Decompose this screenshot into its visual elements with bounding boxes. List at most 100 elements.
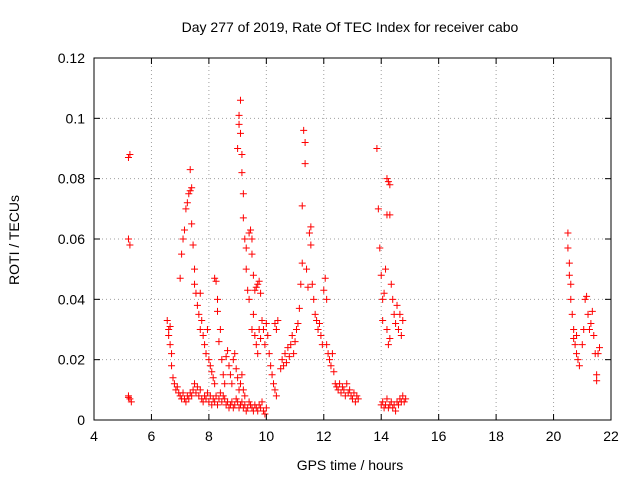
data-point xyxy=(386,181,394,189)
data-point xyxy=(241,392,249,400)
data-point xyxy=(295,304,303,312)
data-point xyxy=(198,316,206,324)
data-point xyxy=(343,380,351,388)
data-point xyxy=(386,335,394,343)
data-point xyxy=(255,401,263,409)
data-point xyxy=(238,398,246,406)
data-point xyxy=(400,398,408,406)
data-point xyxy=(215,338,223,346)
data-point xyxy=(320,286,328,294)
data-point xyxy=(394,401,402,409)
data-point xyxy=(176,274,184,282)
data-point xyxy=(196,289,204,297)
data-point xyxy=(585,326,593,333)
data-point xyxy=(173,383,181,391)
data-point xyxy=(185,190,193,198)
data-point xyxy=(384,178,392,186)
data-point xyxy=(571,341,579,349)
data-point xyxy=(394,326,402,333)
data-point xyxy=(236,129,244,137)
data-point xyxy=(241,235,249,243)
data-point xyxy=(581,295,589,303)
data-point xyxy=(278,356,286,364)
data-point xyxy=(209,374,217,382)
x-tick-label: 20 xyxy=(546,428,562,444)
data-point xyxy=(397,332,405,340)
data-point xyxy=(126,241,134,249)
data-point xyxy=(387,280,395,288)
data-point xyxy=(280,362,288,370)
data-point xyxy=(259,407,267,415)
data-point xyxy=(192,389,200,397)
data-point xyxy=(205,356,213,364)
data-point xyxy=(239,214,247,222)
data-point xyxy=(191,380,199,388)
data-point xyxy=(300,126,308,134)
data-point xyxy=(346,386,354,394)
data-point xyxy=(257,289,265,297)
data-point xyxy=(305,229,313,237)
data-point xyxy=(288,332,296,340)
y-tick-label: 0.1 xyxy=(66,110,86,126)
data-point xyxy=(377,271,385,279)
data-point xyxy=(235,120,243,128)
data-point xyxy=(303,265,311,273)
data-point xyxy=(336,380,344,388)
data-point xyxy=(178,250,186,258)
data-point xyxy=(564,229,572,237)
data-point xyxy=(258,398,266,406)
data-point xyxy=(382,265,390,273)
data-point xyxy=(596,344,604,352)
data-point xyxy=(380,289,388,297)
data-point xyxy=(228,380,236,388)
data-point xyxy=(199,332,207,340)
data-point xyxy=(176,392,184,400)
data-point xyxy=(252,341,260,349)
data-point xyxy=(261,341,269,349)
data-point xyxy=(326,356,334,364)
data-point xyxy=(189,386,197,394)
y-tick-label: 0.12 xyxy=(58,50,85,66)
data-point xyxy=(214,401,222,409)
axis-ticks: 4 6 8 10 12 14 16 18 20 22 0 0.02 0.04 0.06 0.08 0.1 0.1… xyxy=(58,50,619,444)
x-tick-label: 10 xyxy=(259,428,275,444)
data-point xyxy=(259,326,267,333)
data-point xyxy=(221,395,229,403)
data-point xyxy=(308,280,316,288)
data-point xyxy=(249,271,257,279)
data-point xyxy=(236,380,244,388)
data-point xyxy=(254,280,262,288)
data-point xyxy=(567,280,575,288)
data-point xyxy=(179,389,187,397)
data-point xyxy=(219,392,227,400)
x-tick-label: 18 xyxy=(488,428,504,444)
data-point xyxy=(575,362,583,370)
data-point xyxy=(383,326,391,333)
data-point xyxy=(229,356,237,364)
data-point xyxy=(314,326,322,333)
data-point xyxy=(565,271,573,279)
data-point xyxy=(573,332,581,340)
data-point xyxy=(186,166,194,174)
data-point xyxy=(262,404,270,412)
data-point xyxy=(593,371,601,379)
x-tick-label: 6 xyxy=(148,428,156,444)
data-point xyxy=(267,362,275,370)
data-point xyxy=(219,371,227,379)
data-point xyxy=(354,395,362,403)
x-tick-label: 14 xyxy=(373,428,389,444)
data-point xyxy=(264,332,272,340)
data-point xyxy=(301,160,309,168)
data-point xyxy=(234,374,242,382)
data-point xyxy=(297,280,305,288)
data-point xyxy=(203,389,211,397)
data-point xyxy=(193,383,201,391)
data-point xyxy=(182,398,190,406)
data-point xyxy=(244,286,252,294)
data-point xyxy=(232,395,240,403)
data-point xyxy=(185,395,193,403)
data-point xyxy=(231,350,239,358)
data-point xyxy=(196,386,204,394)
data-point xyxy=(212,392,220,400)
